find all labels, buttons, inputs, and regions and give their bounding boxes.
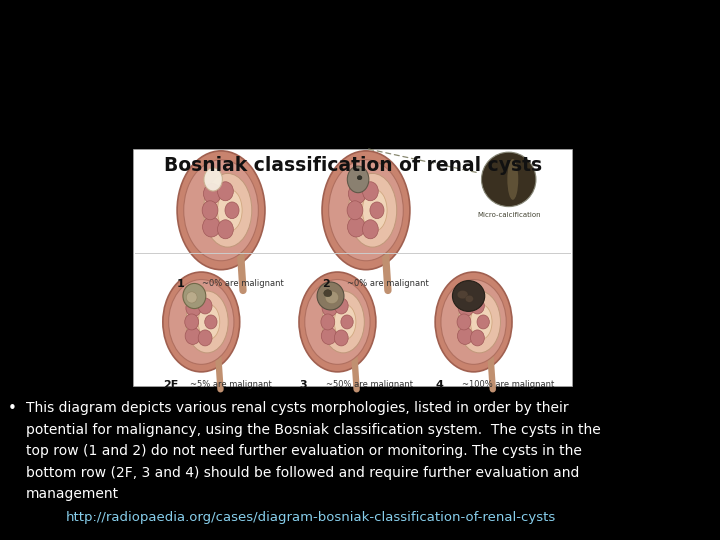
Ellipse shape (347, 166, 369, 193)
Text: 1: 1 (177, 279, 185, 289)
Circle shape (482, 152, 536, 207)
Text: ~0% are malignant: ~0% are malignant (202, 279, 284, 288)
Ellipse shape (204, 168, 222, 191)
Ellipse shape (321, 314, 335, 330)
Ellipse shape (322, 291, 364, 353)
Bar (133, 148, 572, 386)
Ellipse shape (177, 151, 265, 269)
Ellipse shape (370, 202, 384, 219)
Text: bottom row (2F, 3 and 4) should be followed and require further evaluation and: bottom row (2F, 3 and 4) should be follo… (26, 465, 580, 480)
Text: 4: 4 (435, 380, 443, 390)
Ellipse shape (362, 220, 378, 239)
Ellipse shape (457, 291, 468, 299)
Ellipse shape (198, 298, 212, 314)
Ellipse shape (441, 280, 506, 365)
Ellipse shape (348, 184, 366, 204)
Text: This diagram depicts various renal cysts morphologies, listed in order by their: This diagram depicts various renal cysts… (26, 401, 569, 415)
Ellipse shape (186, 300, 202, 316)
Ellipse shape (477, 315, 490, 329)
Ellipse shape (186, 291, 228, 353)
Ellipse shape (328, 160, 403, 261)
Ellipse shape (348, 217, 365, 237)
Ellipse shape (204, 184, 221, 204)
Ellipse shape (202, 217, 220, 237)
Ellipse shape (186, 292, 197, 303)
Ellipse shape (347, 201, 363, 220)
Ellipse shape (465, 295, 473, 302)
Text: top row (1 and 2) do not need further evaluation or monitoring. The cysts in the: top row (1 and 2) do not need further ev… (26, 444, 582, 458)
Text: Bosniak classification of renal cysts: Bosniak classification of renal cysts (163, 156, 542, 174)
Ellipse shape (198, 330, 212, 346)
Ellipse shape (217, 220, 233, 239)
Ellipse shape (183, 284, 206, 308)
Ellipse shape (299, 272, 376, 372)
Ellipse shape (357, 176, 362, 180)
Ellipse shape (341, 315, 354, 329)
Ellipse shape (317, 282, 344, 310)
Ellipse shape (204, 315, 217, 329)
Ellipse shape (334, 305, 356, 340)
Text: Micro-calcification: Micro-calcification (477, 212, 541, 218)
Ellipse shape (435, 272, 512, 372)
Ellipse shape (324, 290, 332, 296)
Ellipse shape (452, 281, 485, 312)
Ellipse shape (325, 291, 338, 303)
Ellipse shape (185, 327, 200, 345)
Ellipse shape (470, 305, 492, 340)
Ellipse shape (470, 298, 485, 314)
Ellipse shape (470, 330, 485, 346)
Ellipse shape (362, 182, 378, 201)
Ellipse shape (168, 280, 234, 365)
Text: 2F: 2F (163, 380, 178, 390)
Ellipse shape (322, 300, 338, 316)
Ellipse shape (348, 173, 397, 247)
Text: •: • (8, 401, 17, 416)
Ellipse shape (508, 159, 518, 200)
Text: http://radiopaedia.org/cases/diagram-bosniak-classification-of-renal-cysts: http://radiopaedia.org/cases/diagram-bos… (66, 511, 557, 524)
Ellipse shape (184, 160, 258, 261)
Ellipse shape (458, 300, 474, 316)
Text: ~5% are malignant: ~5% are malignant (190, 380, 271, 389)
Ellipse shape (305, 280, 370, 365)
Ellipse shape (198, 305, 220, 340)
Ellipse shape (217, 190, 242, 231)
Ellipse shape (334, 298, 348, 314)
Ellipse shape (458, 291, 500, 353)
Ellipse shape (163, 272, 240, 372)
Ellipse shape (457, 314, 471, 330)
Text: 3: 3 (299, 380, 307, 390)
Ellipse shape (321, 327, 337, 345)
Ellipse shape (204, 173, 252, 247)
Text: ~0% are malignant: ~0% are malignant (346, 279, 428, 288)
Text: 2: 2 (322, 279, 330, 289)
Ellipse shape (185, 314, 199, 330)
Text: potential for malignancy, using the Bosniak classification system.  The cysts in: potential for malignancy, using the Bosn… (26, 423, 600, 437)
Ellipse shape (322, 151, 410, 269)
Ellipse shape (217, 182, 233, 201)
Ellipse shape (202, 201, 218, 220)
Text: ~50% are malignant: ~50% are malignant (326, 380, 413, 389)
Ellipse shape (457, 327, 473, 345)
Text: management: management (26, 487, 119, 501)
Ellipse shape (334, 330, 348, 346)
Ellipse shape (225, 202, 239, 219)
Ellipse shape (362, 190, 387, 231)
Text: ~100% are malignant: ~100% are malignant (462, 380, 554, 389)
